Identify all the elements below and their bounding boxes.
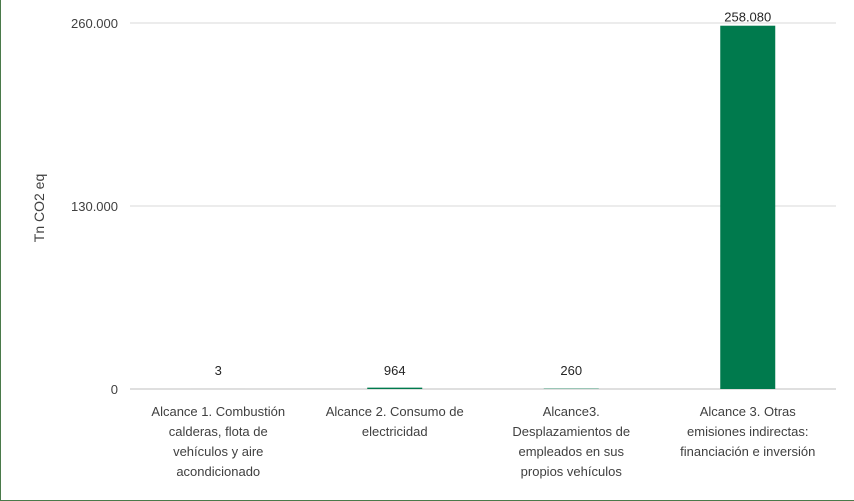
data-labels: 3 964 260 258.080 [215, 10, 772, 378]
data-label: 3 [215, 363, 222, 378]
x-category-label: Alcance 3. Otras emisiones indirectas: fin… [680, 404, 815, 459]
data-label: 258.080 [724, 10, 771, 25]
x-axis-categories: Alcance 1. Combustión calderas, flota de v… [151, 404, 815, 479]
bar [367, 387, 423, 389]
y-axis-ticks: 0 130.000 260.000 [71, 16, 118, 397]
y-tick-label: 0 [111, 382, 118, 397]
data-label: 964 [384, 363, 406, 378]
y-axis-label: Tn CO2 eq [31, 174, 47, 242]
x-category-label: Alcance 1. Combustión calderas, flota de v… [151, 404, 285, 479]
x-category-label: Alcance3. Desplazamientos de empleados en … [512, 404, 630, 479]
data-label: 260 [560, 363, 582, 378]
bar [720, 25, 776, 390]
y-tick-label: 130.000 [71, 199, 118, 214]
x-category-label: Alcance 2. Consumo de electricidad [326, 404, 464, 439]
y-tick-label: 260.000 [71, 16, 118, 31]
gridlines [130, 22, 836, 390]
bars [190, 25, 776, 390]
